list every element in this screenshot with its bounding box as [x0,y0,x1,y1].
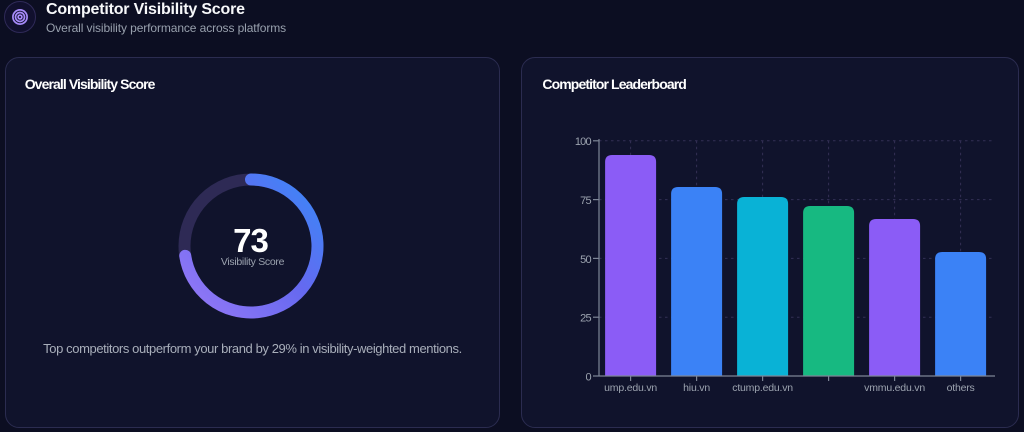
svg-text:0: 0 [585,371,591,383]
svg-text:100: 100 [575,136,592,148]
svg-text:others: others [947,382,975,394]
svg-text:75: 75 [580,195,591,207]
svg-text:50: 50 [580,254,591,266]
svg-text:vmmu.edu.vn: vmmu.edu.vn [864,382,925,394]
svg-text:hiu.vn: hiu.vn [683,382,710,394]
svg-text:25: 25 [580,313,591,325]
svg-text:ctump.edu.vn: ctump.edu.vn [732,382,793,394]
svg-text:ump.edu.vn: ump.edu.vn [604,382,657,394]
